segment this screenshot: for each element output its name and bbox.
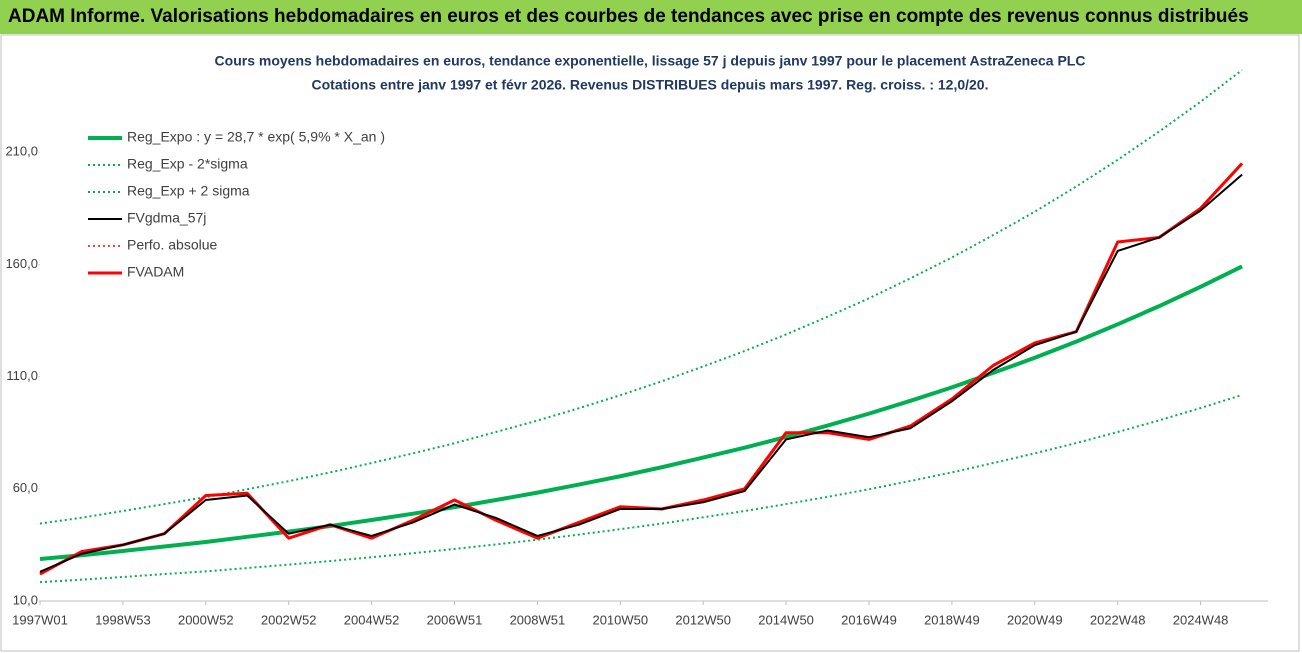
chart-title: Cours moyens hebdomadaires en euros, ten… xyxy=(215,53,1086,69)
x-tick-label: 1998W53 xyxy=(95,612,151,627)
y-tick-label: 60,0 xyxy=(13,480,38,495)
line-series xyxy=(39,162,1243,575)
x-tick-label: 1997W01 xyxy=(12,612,68,627)
legend-label: Reg_Exp - 2*sigma xyxy=(127,156,248,172)
x-tick-label: 2006W51 xyxy=(427,612,483,627)
chart-subtitle: Cotations entre janv 1997 et févr 2026. … xyxy=(312,77,989,93)
x-tick-label: 2012W50 xyxy=(675,612,731,627)
legend-label: Reg_Expo : y = 28,7 * exp( 5,9% * X_an ) xyxy=(127,129,385,145)
x-tick-label: 2014W50 xyxy=(758,612,814,627)
legend-label: Perfo. absolue xyxy=(127,237,217,253)
line-series xyxy=(39,173,1243,573)
x-tick-label: 2008W51 xyxy=(510,612,566,627)
line-series xyxy=(39,394,1243,584)
y-tick-label: 10,0 xyxy=(13,592,38,607)
line-series xyxy=(39,264,1243,562)
y-tick-label: 110,0 xyxy=(6,368,38,383)
x-tick-label: 2002W52 xyxy=(261,612,317,627)
x-tick-label: 2004W52 xyxy=(344,612,400,627)
legend-label: FVgdma_57j xyxy=(127,210,206,226)
chart-frame xyxy=(0,34,1300,652)
x-tick-label: 2010W50 xyxy=(592,612,648,627)
y-tick-label: 160,0 xyxy=(5,256,38,271)
x-tick-label: 2024W48 xyxy=(1173,612,1229,627)
header-title: ADAM Informe. Valorisations hebdomadaire… xyxy=(0,0,1302,34)
x-tick-label: 2016W49 xyxy=(841,612,897,627)
x-tick-label: 2022W48 xyxy=(1090,612,1146,627)
line-series xyxy=(39,69,1243,525)
chart: Cours moyens hebdomadaires en euros, ten… xyxy=(0,34,1300,652)
legend-label: FVADAM xyxy=(127,264,184,280)
y-tick-label: 210,0 xyxy=(5,144,38,159)
x-tick-label: 2000W52 xyxy=(178,612,234,627)
legend-label: Reg_Exp + 2 sigma xyxy=(127,183,250,199)
x-tick-label: 2020W49 xyxy=(1007,612,1063,627)
x-tick-label: 2018W49 xyxy=(924,612,980,627)
